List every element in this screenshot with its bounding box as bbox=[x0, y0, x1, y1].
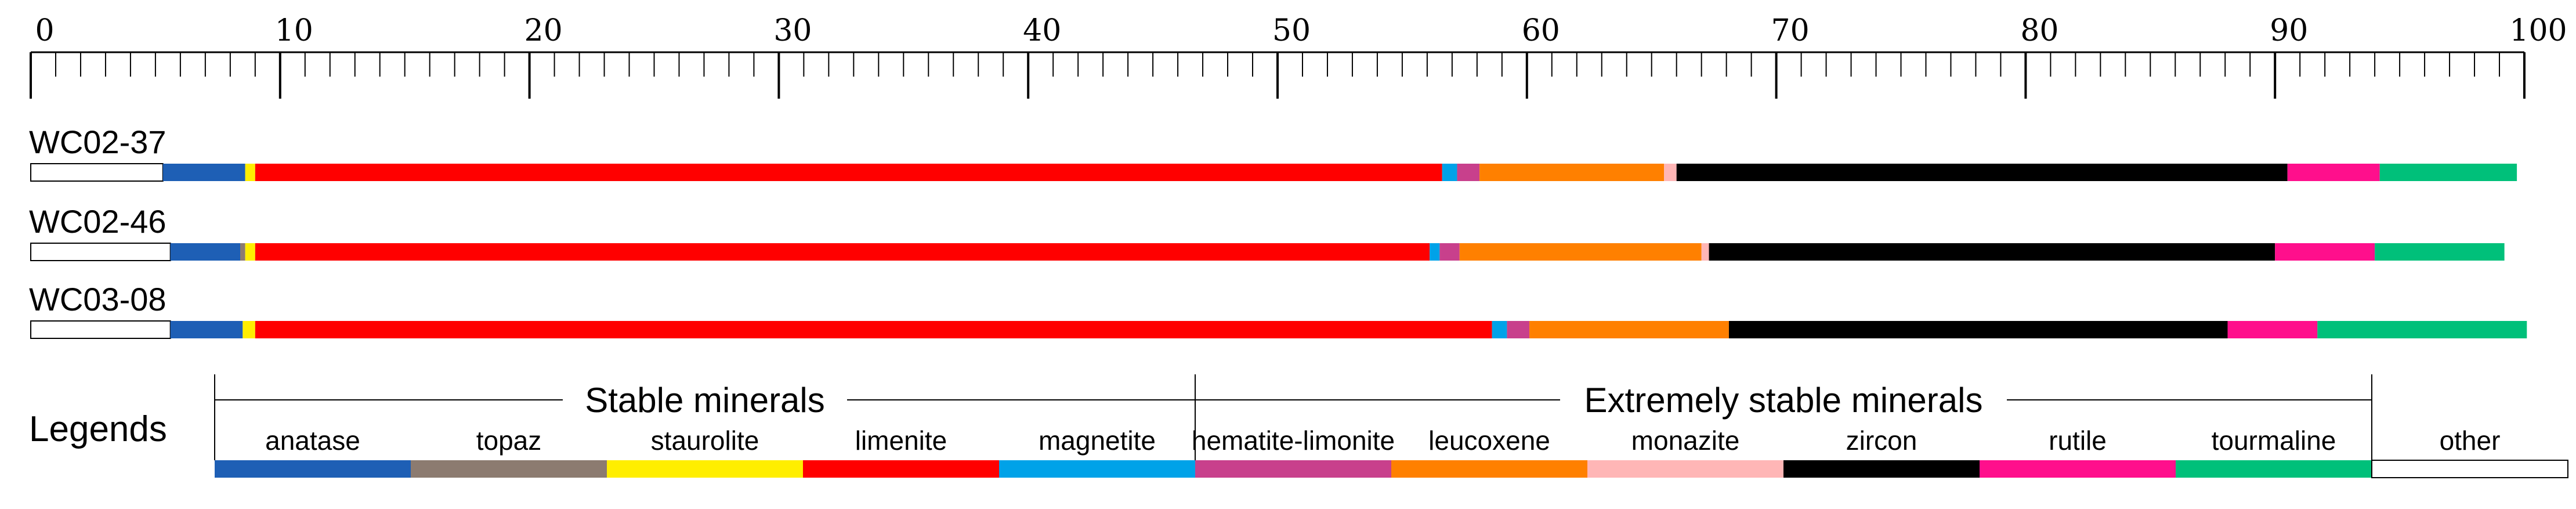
segment-anatase bbox=[170, 321, 243, 338]
tick-label: 100 bbox=[2509, 13, 2567, 48]
percent-axis: 0 10 20 30 40 50 60 70 80 90 100 bbox=[30, 13, 2567, 99]
legend-label-topaz: topaz bbox=[476, 425, 542, 456]
tick-label: 90 bbox=[2270, 13, 2308, 48]
sample-bars: WC02-37 WC02-46 WC03-08 bbox=[29, 124, 2527, 339]
segment-zircon bbox=[1709, 243, 2275, 261]
segment-staurolite bbox=[245, 164, 255, 181]
group-title-stable: Stable minerals bbox=[585, 381, 825, 420]
segment-anatase bbox=[170, 243, 241, 261]
segment-hematite-limonite bbox=[1457, 164, 1480, 181]
tick-label: 80 bbox=[2020, 13, 2058, 48]
segment-magnetite bbox=[1430, 243, 1440, 261]
legend-swatch-hematite-limonite bbox=[1195, 460, 1391, 478]
tick-label: 50 bbox=[1272, 13, 1311, 48]
segment-magnetite bbox=[1442, 164, 1457, 181]
legend-swatch-topaz bbox=[411, 460, 607, 478]
segment-magnetite bbox=[1492, 321, 1507, 338]
tick-label: 20 bbox=[524, 13, 563, 48]
segment-tourmaline bbox=[2379, 164, 2517, 181]
segment-leucoxene bbox=[1529, 321, 1729, 338]
tick-label: 40 bbox=[1023, 13, 1061, 48]
legend-label-zircon: zircon bbox=[1846, 425, 1917, 456]
segment-zircon bbox=[1676, 164, 2288, 181]
segment-hematite-limonite bbox=[1439, 243, 1460, 261]
segment-rutile bbox=[2287, 164, 2380, 181]
sample-label: WC03-08 bbox=[29, 281, 167, 317]
segment-limenite bbox=[255, 243, 1430, 261]
segment-zircon bbox=[1728, 321, 2228, 338]
segment-topaz bbox=[240, 243, 245, 261]
legend-swatch-zircon bbox=[1783, 460, 1980, 478]
sample-label: WC02-37 bbox=[29, 124, 167, 160]
segment-other bbox=[30, 320, 171, 339]
segment-monazite bbox=[1664, 164, 1677, 181]
legend-swatch-tourmaline bbox=[2176, 460, 2372, 478]
legend-swatch-anatase bbox=[215, 460, 411, 478]
legend-label-anatase: anatase bbox=[265, 425, 360, 456]
segment-hematite-limonite bbox=[1507, 321, 1530, 338]
segment-limenite bbox=[255, 164, 1442, 181]
group-title-extremely-stable: Extremely stable minerals bbox=[1584, 381, 1983, 420]
segment-staurolite bbox=[245, 243, 255, 261]
sample-bar bbox=[30, 243, 2505, 261]
tick-label: 30 bbox=[773, 13, 812, 48]
segment-staurolite bbox=[243, 321, 255, 338]
legend-title: Legends bbox=[29, 409, 167, 449]
legend-label-leucoxene: leucoxene bbox=[1428, 425, 1550, 456]
segment-tourmaline bbox=[2317, 321, 2527, 338]
legend: Legends anatase topaz staurolite limenite mag… bbox=[29, 374, 2568, 478]
segment-rutile bbox=[2275, 243, 2375, 261]
tick-label: 70 bbox=[1771, 13, 1810, 48]
segment-other bbox=[30, 163, 164, 182]
legend-swatch-limenite bbox=[803, 460, 999, 478]
legend-label-limenite: limenite bbox=[855, 425, 947, 456]
segment-rutile bbox=[2227, 321, 2318, 338]
legend-label-magnetite: magnetite bbox=[1039, 425, 1156, 456]
segment-leucoxene bbox=[1459, 243, 1702, 261]
segment-leucoxene bbox=[1479, 164, 1665, 181]
segment-anatase bbox=[162, 164, 245, 181]
legend-swatch-rutile bbox=[1980, 460, 2176, 478]
tick-label: 0 bbox=[35, 13, 54, 48]
legend-label-other: other bbox=[2440, 425, 2501, 456]
legend-swatch-other bbox=[2371, 460, 2568, 478]
segment-tourmaline bbox=[2375, 243, 2505, 261]
legend-swatch-magnetite bbox=[999, 460, 1195, 478]
legend-label-rutile: rutile bbox=[2049, 425, 2107, 456]
segment-other bbox=[30, 243, 171, 261]
sample-bar bbox=[30, 320, 2527, 339]
legend-swatch-monazite bbox=[1587, 460, 1783, 478]
legend-label-staurolite: staurolite bbox=[651, 425, 759, 456]
legend-swatch-leucoxene bbox=[1391, 460, 1587, 478]
legend-label-monazite: monazite bbox=[1631, 425, 1740, 456]
legend-label-tourmaline: tourmaline bbox=[2212, 425, 2336, 456]
segment-monazite bbox=[1701, 243, 1709, 261]
legend-label-hematite-limonite: hematite-limonite bbox=[1192, 425, 1395, 456]
tick-label: 60 bbox=[1522, 13, 1560, 48]
tick-label: 10 bbox=[275, 13, 313, 48]
sample-label: WC02-46 bbox=[29, 203, 167, 240]
legend-swatch-staurolite bbox=[607, 460, 803, 478]
segment-limenite bbox=[255, 321, 1492, 338]
sample-bar bbox=[30, 163, 2517, 182]
